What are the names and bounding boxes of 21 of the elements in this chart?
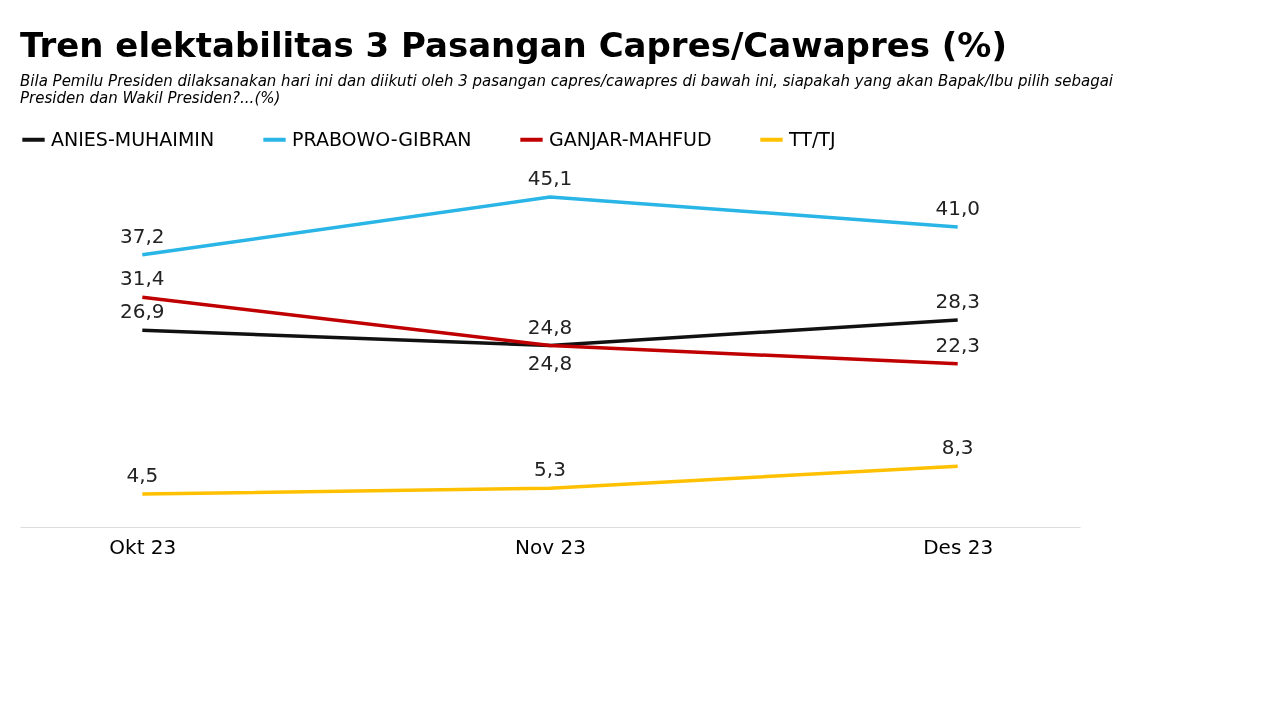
legend-label: GANJAR-MAHFUD xyxy=(549,127,712,150)
data-label: 24,8 xyxy=(527,314,573,339)
data-label: 24,8 xyxy=(527,350,573,375)
x-tick-label: Okt 23 xyxy=(109,534,177,559)
x-tick-label: Des 23 xyxy=(923,534,994,559)
legend-label: PRABOWO-GIBRAN xyxy=(292,127,472,150)
data-label: 22,3 xyxy=(935,332,980,357)
data-label: 41,0 xyxy=(935,196,980,220)
legend-label: ANIES-MUHAIMIN xyxy=(51,127,215,150)
data-label: 4,5 xyxy=(126,463,159,488)
data-label: 26,9 xyxy=(120,299,165,324)
data-label: 37,2 xyxy=(120,223,165,248)
x-tick-label: Nov 23 xyxy=(515,534,586,559)
data-label: 28,3 xyxy=(935,288,980,313)
data-label: 5,3 xyxy=(534,457,566,482)
chart-title: Tren elektabilitas 3 Pasangan Capres/Cawapres (%) xyxy=(20,25,1007,65)
legend-label: TT/TJ xyxy=(788,127,836,150)
data-label: 31,4 xyxy=(120,266,165,291)
data-label: 45,1 xyxy=(527,166,573,190)
data-label: 8,3 xyxy=(941,435,974,460)
chart-subtitle: Bila Pemilu Presiden dilaksanakan hari ini dan diikuti oleh 3 pasangan capres/cawapres di bawah ini, siapakah yang akan Bapak/Ibu pilih sebagai Presiden dan Wakil Presiden?...(%) xyxy=(20,72,1114,107)
